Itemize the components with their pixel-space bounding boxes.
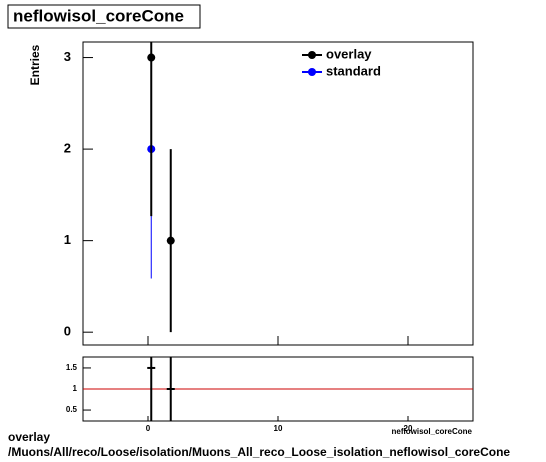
main-frame <box>82 41 474 346</box>
title-box <box>7 4 201 29</box>
x-tick-label: 10 <box>274 424 283 433</box>
x-tick-label: 0 <box>146 424 151 433</box>
chart-title: neflowisol_coreCone <box>13 6 184 25</box>
x-tick-label: 20 <box>404 424 413 433</box>
data-point <box>147 53 156 62</box>
y-tick-label: 3 <box>64 49 71 64</box>
footer-line: overlay <box>8 430 50 444</box>
ratio-y-tick-label: 0.5 <box>66 405 78 414</box>
plot-area <box>147 42 175 333</box>
ratio-y-tick-label: 1 <box>73 384 78 393</box>
legend-marker <box>308 68 316 76</box>
x-axis-label: neflowisol_coreCone <box>392 427 473 436</box>
y-axis-label: Entries <box>28 44 42 85</box>
legend-label: overlay <box>326 46 372 61</box>
legend-label: standard <box>326 63 381 78</box>
footer-line: /Muons/All/reco/Loose/isolation/Muons_Al… <box>8 445 510 459</box>
y-tick-label: 0 <box>64 324 71 339</box>
y-tick-label: 2 <box>64 141 71 156</box>
legend-marker <box>308 51 316 59</box>
y-tick-label: 1 <box>64 232 71 247</box>
ratio-area <box>83 357 473 421</box>
data-point <box>166 236 175 245</box>
ratio-y-tick-label: 1.5 <box>66 363 78 372</box>
